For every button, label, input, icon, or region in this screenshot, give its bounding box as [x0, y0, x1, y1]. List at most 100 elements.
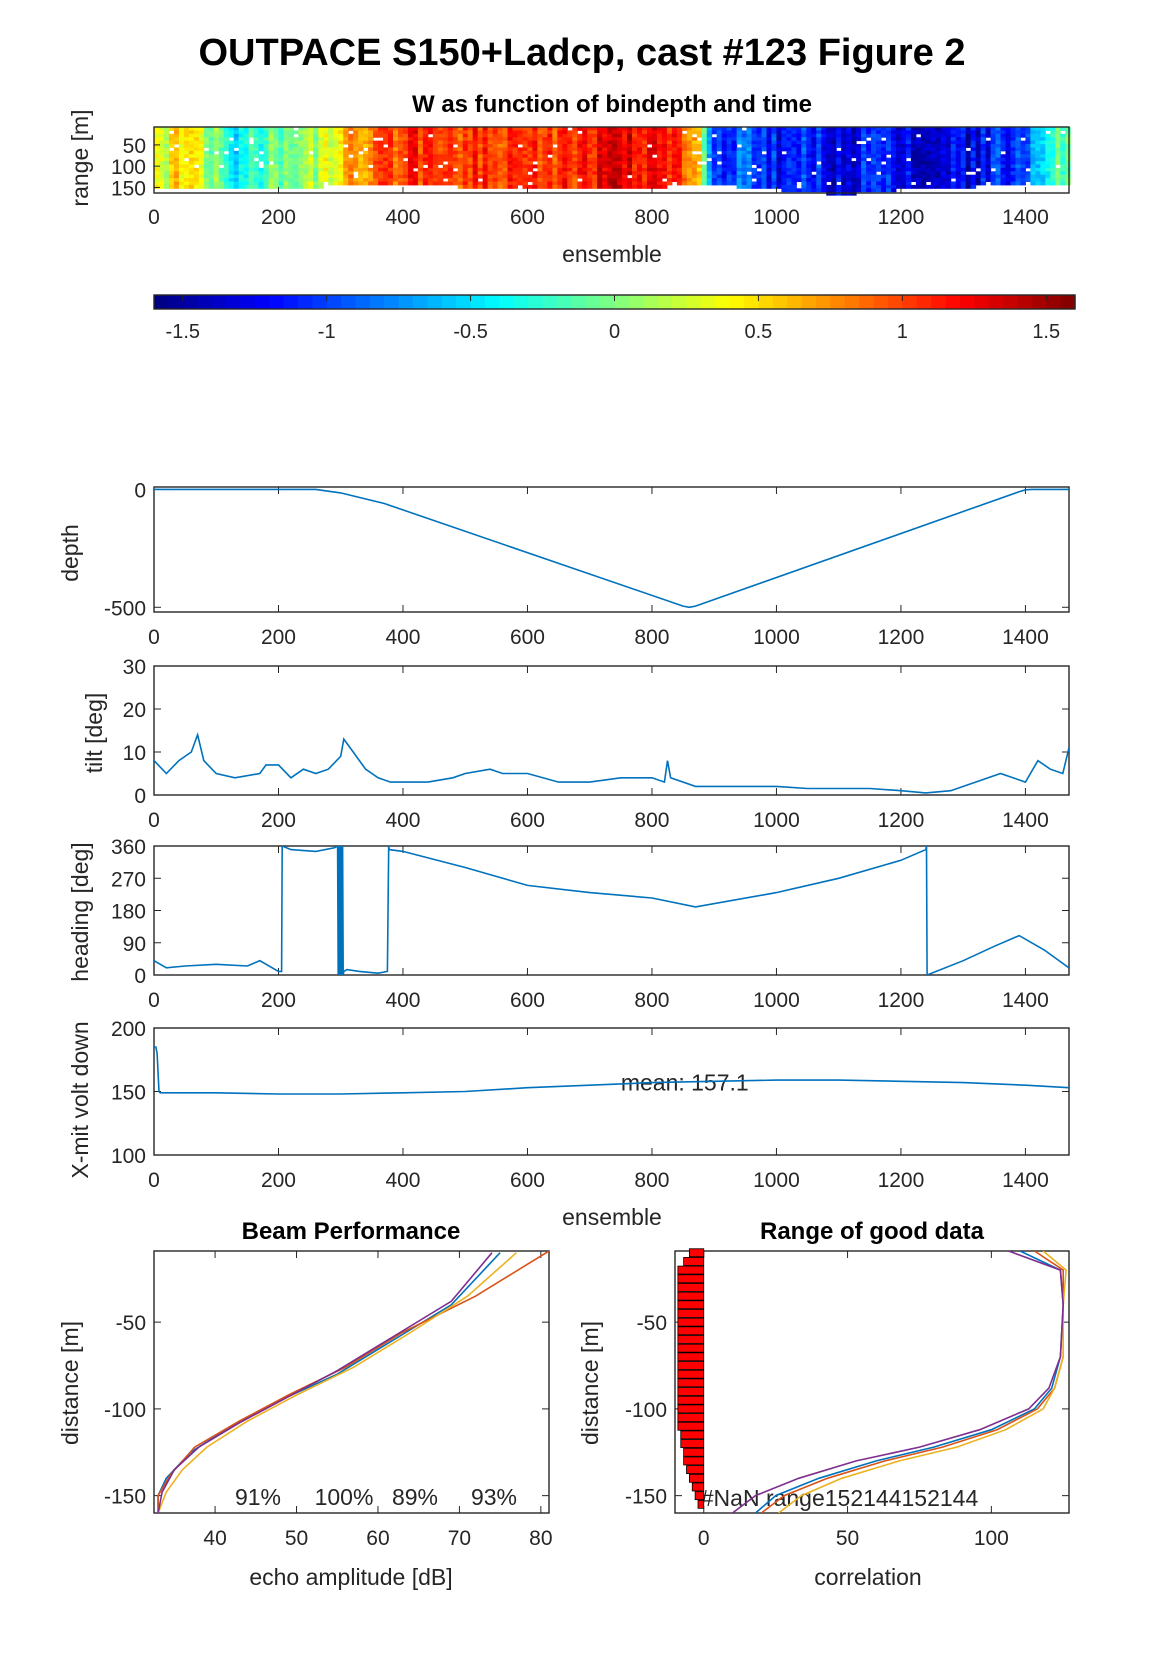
- w-cell: [328, 150, 334, 155]
- w-cell: [407, 171, 414, 176]
- w-cell: [841, 130, 847, 135]
- w-cell: [417, 130, 424, 135]
- w-cell: [726, 147, 733, 152]
- w-cell: [940, 181, 947, 186]
- w-cell: [622, 181, 628, 186]
- w-cell: [183, 137, 190, 142]
- w-cell: [1025, 127, 1031, 131]
- w-cell: [965, 150, 972, 155]
- w-cell: [836, 174, 842, 179]
- w-cell: [617, 144, 623, 148]
- w-cell: [427, 171, 434, 176]
- w-cell: [771, 174, 777, 179]
- w-cell: [402, 140, 409, 145]
- w-cell: [1000, 164, 1007, 169]
- w-cell: [751, 130, 758, 135]
- w-cell: [786, 140, 792, 145]
- w-cell: [223, 174, 230, 179]
- w-cell: [945, 184, 952, 189]
- w-cell: [806, 161, 812, 165]
- w-cell: [427, 147, 434, 152]
- w-cell: [925, 154, 932, 159]
- w-cell: [801, 147, 807, 152]
- w-cell: [348, 178, 354, 183]
- w-cell: [353, 147, 359, 152]
- w-cell: [432, 144, 439, 148]
- colorbar-swatch: [441, 295, 457, 309]
- w-cell: [696, 171, 703, 176]
- w-cell: [681, 174, 688, 179]
- w-cell: [154, 150, 160, 155]
- w-cell: [975, 161, 982, 165]
- w-cell: [238, 147, 245, 152]
- w-cell: [716, 137, 723, 142]
- w-cell: [567, 140, 573, 145]
- colorbar-swatch: [772, 295, 788, 309]
- w-cell: [577, 157, 583, 162]
- w-cell: [900, 133, 907, 138]
- w-cell: [298, 161, 304, 165]
- w-cell: [313, 161, 319, 165]
- w-cell: [298, 133, 304, 138]
- w-cell: [786, 147, 792, 152]
- w-cell: [731, 161, 738, 165]
- w-cell: [776, 174, 782, 179]
- w-cell: [537, 161, 543, 165]
- colorbar-swatch: [628, 295, 644, 309]
- w-cell: [547, 174, 553, 179]
- w-cell: [975, 130, 982, 135]
- w-cell: [676, 181, 683, 186]
- w-cell: [632, 161, 638, 165]
- w-cell: [253, 144, 260, 148]
- w-cell: [163, 133, 170, 138]
- w-cell: [1065, 181, 1071, 186]
- w-cell: [218, 167, 225, 172]
- w-cell: [1050, 174, 1056, 179]
- w-cell: [447, 127, 454, 131]
- w-cell: [796, 127, 802, 131]
- w-cell: [452, 137, 459, 142]
- w-cell: [163, 150, 170, 155]
- w-cell: [592, 133, 598, 138]
- w-cell: [895, 154, 902, 159]
- w-cell: [846, 167, 852, 172]
- w-cell: [233, 144, 240, 148]
- axes-box: [153, 1027, 1070, 1156]
- w-cell: [1035, 181, 1041, 186]
- w-cell: [303, 154, 309, 159]
- w-cell: [208, 178, 215, 183]
- w-cell: [871, 161, 877, 165]
- w-cell: [592, 171, 598, 176]
- w-cell: [920, 167, 927, 172]
- w-cell: [517, 161, 523, 165]
- w-cell: [622, 147, 628, 152]
- w-cell: [522, 133, 528, 138]
- w-cell: [283, 161, 289, 165]
- w-cell: [886, 140, 892, 145]
- w-cell: [1040, 154, 1046, 159]
- w-cell: [781, 174, 787, 179]
- w-cell: [238, 144, 245, 148]
- w-cell: [537, 164, 543, 169]
- w-cell: [213, 164, 220, 169]
- w-cell: [646, 164, 653, 169]
- w-cell: [821, 140, 827, 145]
- w-cell: [557, 137, 563, 142]
- w-cell: [552, 161, 558, 165]
- w-cell: [597, 161, 603, 165]
- w-cell: [711, 181, 718, 186]
- w-cell: [393, 161, 399, 165]
- w-cell: [198, 171, 205, 176]
- w-cell: [228, 174, 235, 179]
- w-cell: [716, 181, 723, 186]
- w-cell: [542, 137, 548, 142]
- w-cell: [920, 184, 927, 189]
- w-cell: [1055, 150, 1061, 155]
- w-cell: [532, 174, 538, 179]
- w-cell: [572, 181, 578, 186]
- w-cell: [950, 137, 957, 142]
- w-cell: [158, 154, 165, 159]
- w-cell: [467, 174, 474, 179]
- w-cell: [497, 147, 504, 152]
- w-cell: [965, 184, 972, 189]
